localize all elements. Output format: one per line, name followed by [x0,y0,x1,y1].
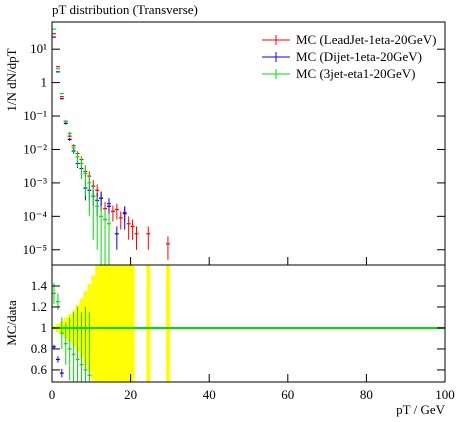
ratio-band [165,265,170,382]
ratio-y-tick-label: 1.4 [31,278,48,293]
y-tick-label: 10⁻¹ [23,108,47,123]
ratio-plot [52,282,445,382]
x-tick-label: 40 [203,387,216,402]
x-tick-label: 100 [435,387,455,402]
x-tick-label: 0 [49,387,56,402]
x-tick-label: 80 [360,387,373,402]
y-axis-label: 1/N dN/dpT [4,48,19,111]
x-tick-label: 60 [281,387,294,402]
legend-label: MC (3jet-eta1-20GeV) [296,66,416,81]
ratio-band [122,265,127,382]
chart-title: pT distribution (Transverse) [52,2,198,17]
ratio-band [110,265,115,382]
ratio-frame [51,264,446,383]
y-tick-label: 10¹ [30,41,47,56]
y-tick-label: 10⁻² [23,141,47,156]
ratio-band [107,265,111,382]
ratio-band [99,265,104,382]
ratio-y-tick-label: 0.6 [31,362,48,377]
y-tick-label: 10⁻³ [23,175,47,190]
ratio-axis-label: MC/data [4,300,19,346]
ratio-y-tick-label: 0.8 [31,341,47,356]
legend-label: MC (LeadJet-1eta-20GeV) [296,32,436,47]
x-tick-label: 20 [124,387,137,402]
ratio-band [103,265,108,382]
ratio-band [130,265,135,382]
ratio-y-tick-label: 1 [41,320,48,335]
ratio-band [118,265,123,382]
y-tick-label: 1 [41,75,48,90]
x-axis-label: pT / GeV [396,402,445,417]
ratio-band [114,265,119,382]
main-plot [52,28,170,265]
legend-label: MC (Dijet-1eta-20GeV) [296,49,422,64]
ratio-band [95,265,100,382]
ratio-band [146,265,151,382]
y-tick-label: 10⁻⁴ [23,208,48,223]
y-tick-label: 10⁻⁵ [23,242,47,257]
ratio-band [126,265,131,382]
ratio-y-tick-label: 1.2 [31,299,47,314]
